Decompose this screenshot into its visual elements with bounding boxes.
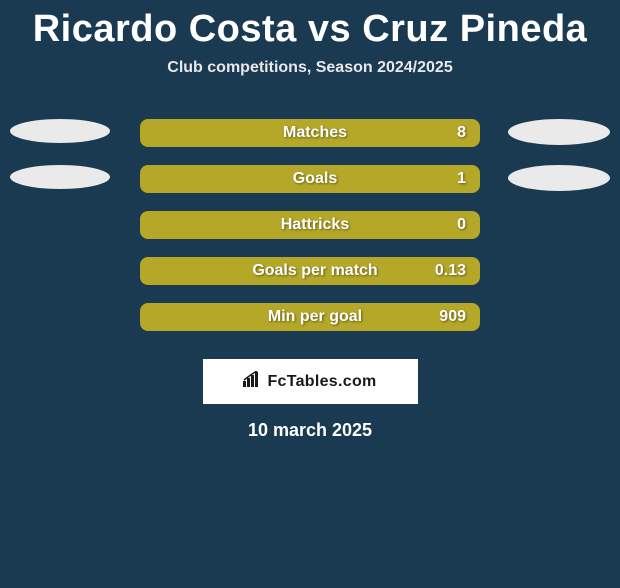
stat-label: Min per goal — [179, 308, 451, 326]
left-value-ellipse — [10, 165, 110, 189]
stat-pill: Min per goal 909 — [140, 303, 480, 331]
brand-box: FcTables.com — [203, 359, 418, 404]
stat-row-hattricks: Hattricks 0 — [0, 211, 620, 239]
left-value-ellipse — [10, 119, 110, 143]
stat-pill: Matches 8 — [140, 119, 480, 147]
right-value-ellipse — [508, 165, 610, 191]
date-line: 10 march 2025 — [0, 420, 620, 441]
brand-label: FcTables.com — [243, 371, 376, 392]
stat-row-gpm: Goals per match 0.13 — [0, 257, 620, 285]
brand-text: FcTables.com — [267, 373, 376, 391]
chart-bars-icon — [243, 371, 263, 392]
stat-label: Goals per match — [179, 262, 451, 280]
stat-pill: Goals per match 0.13 — [140, 257, 480, 285]
stats-area: Matches 8 Goals 1 Hattricks 0 Goals per … — [0, 119, 620, 331]
stat-label: Matches — [179, 124, 451, 142]
comparison-title: Ricardo Costa vs Cruz Pineda — [0, 8, 620, 51]
stat-row-mpg: Min per goal 909 — [0, 303, 620, 331]
stat-label: Hattricks — [179, 216, 451, 234]
stat-label: Goals — [179, 170, 451, 188]
right-value-ellipse — [508, 119, 610, 145]
stat-row-goals: Goals 1 — [0, 165, 620, 193]
subtitle: Club competitions, Season 2024/2025 — [0, 59, 620, 77]
stat-row-matches: Matches 8 — [0, 119, 620, 147]
stat-pill: Hattricks 0 — [140, 211, 480, 239]
stat-pill: Goals 1 — [140, 165, 480, 193]
